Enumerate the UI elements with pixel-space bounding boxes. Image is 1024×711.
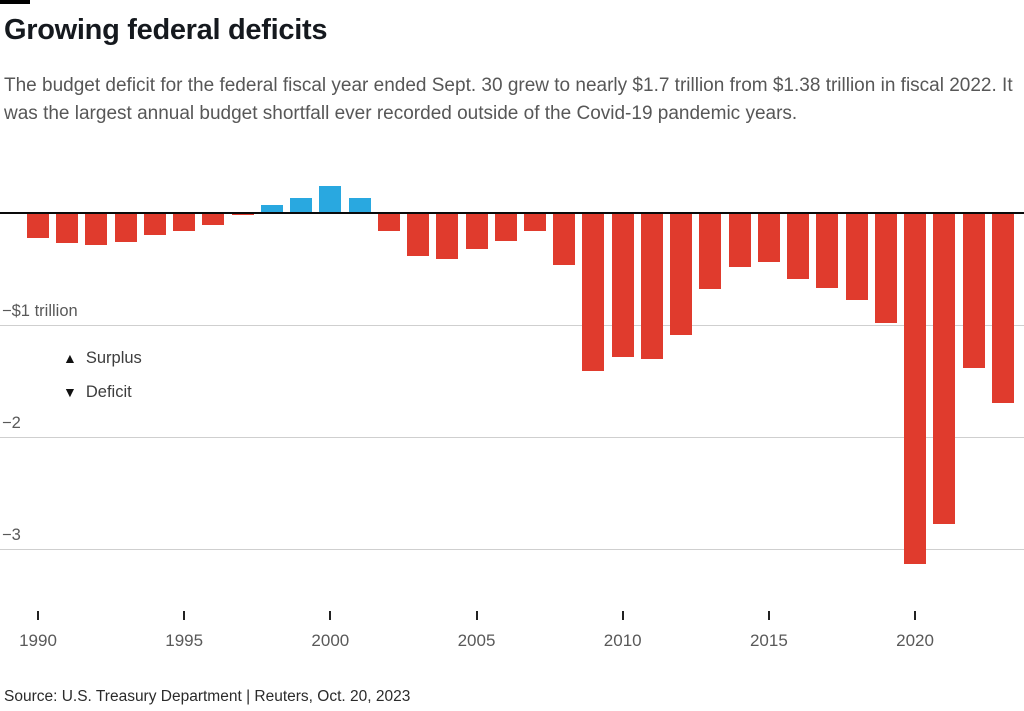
gridline-−3 (0, 549, 1024, 550)
x-axis-tick-1990 (37, 611, 39, 620)
x-axis-label-2005: 2005 (457, 631, 496, 650)
top-rule (0, 0, 30, 4)
bar-1993 (114, 213, 137, 243)
legend: ▲ Surplus ▼ Deficit (63, 341, 142, 409)
source-note: Source: U.S. Treasury Department | Reute… (4, 688, 411, 705)
x-axis-label-2015: 2015 (749, 631, 788, 650)
bar-1996 (202, 213, 225, 226)
bar-1990 (27, 213, 49, 238)
legend-surplus-label: Surplus (85, 348, 142, 367)
gridline-−$1 trillion (0, 325, 1024, 326)
y-axis-label-2: −3 (2, 526, 21, 544)
bar-1997 (231, 213, 254, 216)
deficit-triangle-down-icon: ▼ (63, 384, 77, 400)
bar-2015 (757, 213, 780, 263)
bar-2016 (787, 213, 810, 280)
x-axis-tick-2010 (621, 611, 624, 620)
bar-2014 (728, 213, 751, 267)
bar-2008 (553, 213, 576, 265)
zero-baseline (0, 212, 1024, 214)
bar-2022 (962, 213, 985, 368)
bar-2007 (524, 213, 546, 231)
bar-2009 (582, 213, 605, 371)
bar-2005 (465, 213, 488, 249)
x-axis-label-2010: 2010 (603, 631, 642, 650)
bar-1994 (143, 213, 166, 236)
x-axis-label-2000: 2000 (311, 631, 350, 650)
bar-2002 (377, 213, 400, 231)
bar-2021 (933, 213, 956, 525)
bar-2019 (874, 213, 897, 323)
bar-2023 (991, 213, 1014, 404)
bar-2003 (407, 213, 430, 256)
bar-2013 (699, 213, 722, 290)
y-axis-label-0: −$1 trillion (2, 302, 78, 320)
bar-2010 (611, 213, 634, 358)
legend-deficit-label: Deficit (85, 382, 132, 401)
bar-2012 (670, 213, 693, 336)
bar-2011 (640, 213, 663, 359)
y-axis-label-1: −2 (2, 414, 21, 432)
x-axis-tick-2000 (329, 611, 332, 620)
bar-2000 (319, 186, 342, 213)
page-title: Growing federal deficits (4, 14, 328, 46)
bar-1992 (85, 213, 108, 246)
x-axis-tick-2005 (475, 611, 478, 620)
bar-1999 (290, 198, 313, 213)
bar-2001 (348, 198, 371, 213)
bar-1991 (56, 213, 79, 244)
x-axis-labels: 1990 1995 2000 2005 2010 2015 2020 (0, 631, 1024, 655)
x-axis-label-1990: 1990 (19, 631, 57, 650)
x-axis-label-2020: 2020 (896, 631, 934, 650)
bar-2017 (816, 213, 839, 289)
chart-subtitle: The budget deficit for the federal fisca… (4, 75, 1013, 124)
bar-2006 (494, 213, 517, 241)
bar-1998 (260, 205, 283, 213)
gridline-−2 (0, 437, 1024, 438)
bar-2020 (904, 213, 927, 564)
bar-2018 (845, 213, 868, 301)
surplus-triangle-up-icon: ▲ (63, 350, 77, 366)
bar-2004 (436, 213, 459, 259)
x-axis-tick-2015 (767, 611, 770, 620)
legend-deficit: ▼ Deficit (63, 375, 142, 409)
plot-area: ▲ Surplus ▼ Deficit −$1 trillion −2 −3 (0, 183, 1024, 633)
bar-1995 (173, 213, 196, 231)
x-axis-tick-2020 (914, 611, 917, 620)
x-axis-label-1995: 1995 (165, 631, 204, 650)
legend-surplus: ▲ Surplus (63, 341, 142, 375)
x-axis-tick-1995 (183, 611, 186, 620)
